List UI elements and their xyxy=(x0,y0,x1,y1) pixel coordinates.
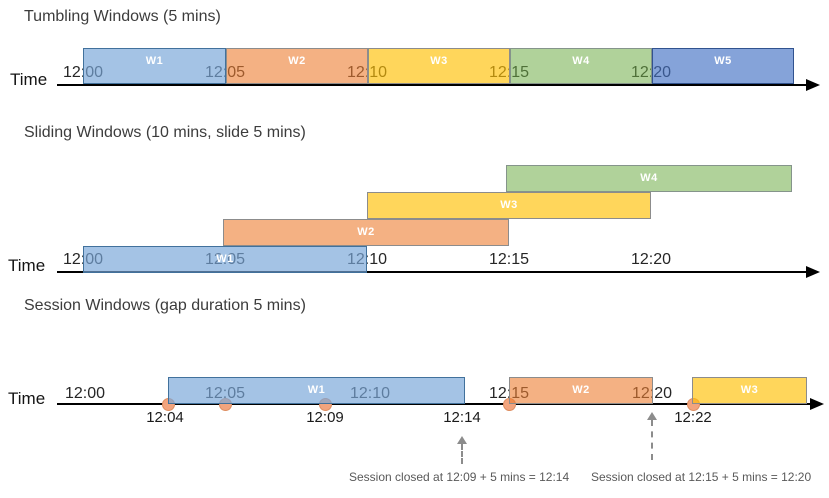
window-label: W3 xyxy=(500,199,518,211)
tick-label: 12:15 xyxy=(488,251,530,268)
window-label: W1 xyxy=(307,384,326,396)
time-axis-label: Time xyxy=(8,389,46,408)
event-time-label: 12:04 xyxy=(146,409,184,426)
window-box-w1: W1 xyxy=(168,377,465,404)
sliding-diagram-title: Sliding Windows (10 mins, slide 5 mins) xyxy=(24,124,306,141)
window-box-w3: W3 xyxy=(368,48,510,84)
tumbling-diagram-title: Tumbling Windows (5 mins) xyxy=(24,8,221,25)
time-axis-label: Time xyxy=(8,256,46,275)
dashed-arrow-up-icon xyxy=(647,412,657,420)
window-label: W1 xyxy=(145,55,164,67)
event-time-label: 12:09 xyxy=(306,409,344,426)
timeline xyxy=(57,271,808,273)
event-time-label: 12:14 xyxy=(443,409,481,426)
window-label: W2 xyxy=(357,226,375,238)
timeline xyxy=(57,403,812,405)
window-label: W3 xyxy=(740,384,759,396)
timeline-arrowhead-icon xyxy=(810,398,824,410)
session-close-annotation: Session closed at 12:15 + 5 mins = 12:20 xyxy=(591,470,812,484)
tick-label: 12:20 xyxy=(630,251,672,268)
timeline-arrowhead-icon xyxy=(806,79,820,91)
window-label: W5 xyxy=(714,55,732,67)
session-diagram-title: Session Windows (gap duration 5 mins) xyxy=(24,297,306,314)
session-close-annotation: Session closed at 12:09 + 5 mins = 12:14 xyxy=(349,470,570,484)
window-box-w1: W1 xyxy=(83,48,226,84)
window-box-w3: W3 xyxy=(367,192,651,219)
window-label: W4 xyxy=(572,55,590,67)
window-label: W4 xyxy=(640,172,658,184)
window-box-w4: W4 xyxy=(510,48,652,84)
window-box-w2: W2 xyxy=(223,219,509,246)
timeline xyxy=(57,84,808,86)
window-box-w2: W2 xyxy=(226,48,368,84)
time-axis-label: Time xyxy=(10,70,48,89)
window-label: W1 xyxy=(216,253,234,265)
timeline-arrowhead-icon xyxy=(806,266,820,278)
window-box-w4: W4 xyxy=(506,165,792,192)
tick-label: 12:00 xyxy=(64,385,106,402)
event-time-label: 12:22 xyxy=(674,409,712,426)
window-label: W2 xyxy=(572,384,590,396)
window-box-w5: W5 xyxy=(652,48,794,84)
dashed-arrow-line xyxy=(461,444,463,464)
window-box-w1: W1 xyxy=(83,246,367,273)
dashed-arrow-up-icon xyxy=(457,436,467,444)
dashed-arrow-line xyxy=(651,420,653,460)
window-label: W2 xyxy=(288,55,306,67)
window-box-w3: W3 xyxy=(692,377,807,404)
window-box-w2: W2 xyxy=(509,377,653,404)
window-label: W3 xyxy=(430,55,448,67)
